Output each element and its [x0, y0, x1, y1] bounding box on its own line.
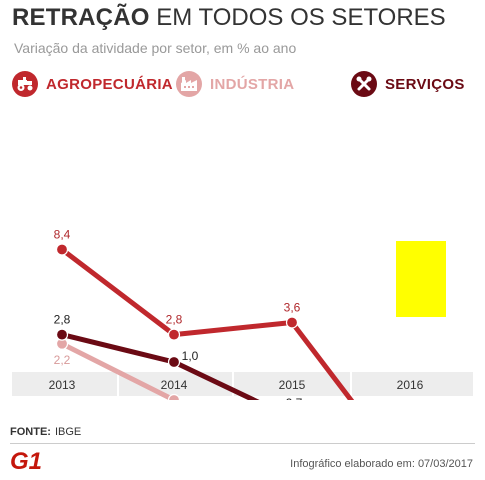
credit-note: Infográfico elaborado em: 07/03/2017 [290, 458, 473, 470]
data-label-serviços-2013: 2,8 [54, 313, 71, 327]
title-bold: RETRAÇÃO [12, 4, 150, 31]
series-line-serviços [59, 332, 260, 400]
title-rest: EM TODOS OS SETORES [156, 4, 446, 31]
g1-logo: G1 [10, 448, 43, 475]
x-tick-label-2013: 2013 [49, 378, 76, 392]
legend-agropecuaria: AGROPECUÁRIA [12, 70, 173, 98]
data-label-agropecuária-2015: 3,6 [284, 300, 301, 314]
legend-servicos: SERVIÇOS [351, 70, 465, 98]
x-tick-label-2016: 2016 [397, 378, 424, 392]
point-serviços-2014 [167, 355, 181, 369]
factory-icon [176, 71, 202, 97]
line-chart: 20132014201520162,2-1,5-6,3-3,88,42,83,6… [12, 228, 473, 400]
source-note: FONTE: IBGE [10, 426, 81, 438]
highlight-2016 [396, 241, 446, 317]
tractor-icon [12, 71, 38, 97]
x-tick-label-2015: 2015 [279, 378, 306, 392]
footer-divider [10, 443, 475, 444]
point-serviços-2013 [55, 328, 69, 341]
data-label-serviços-2014: 1,0 [182, 349, 199, 363]
point-agropecuária-2013 [55, 243, 69, 256]
point-agropecuária-2015 [285, 316, 299, 329]
data-label-serviços-2015: -2,7 [282, 396, 303, 400]
series-line-agropecuária [59, 247, 355, 400]
data-label-agropecuária-2014: 2,8 [166, 313, 183, 327]
subtitle: Variação da atividade por setor, em % ao… [14, 40, 297, 56]
legend-label-agropecuaria: AGROPECUÁRIA [46, 75, 173, 93]
data-label-agropecuária-2013: 8,4 [54, 228, 71, 242]
legend-industria: INDÚSTRIA [176, 70, 294, 98]
series-line-indústria [59, 341, 179, 400]
point-indústria-2014 [167, 393, 181, 400]
x-tick-label-2014: 2014 [161, 378, 188, 392]
data-label-indústria-2013: 2,2 [54, 353, 71, 367]
point-agropecuária-2014 [167, 328, 181, 341]
tools-icon [351, 71, 377, 97]
page-title: RETRAÇÃO EM TODOS OS SETORES [12, 4, 446, 32]
legend-label-servicos: SERVIÇOS [385, 75, 465, 93]
legend-label-industria: INDÚSTRIA [210, 75, 295, 93]
source-label: FONTE: [10, 426, 51, 438]
source-value: IBGE [54, 426, 82, 438]
